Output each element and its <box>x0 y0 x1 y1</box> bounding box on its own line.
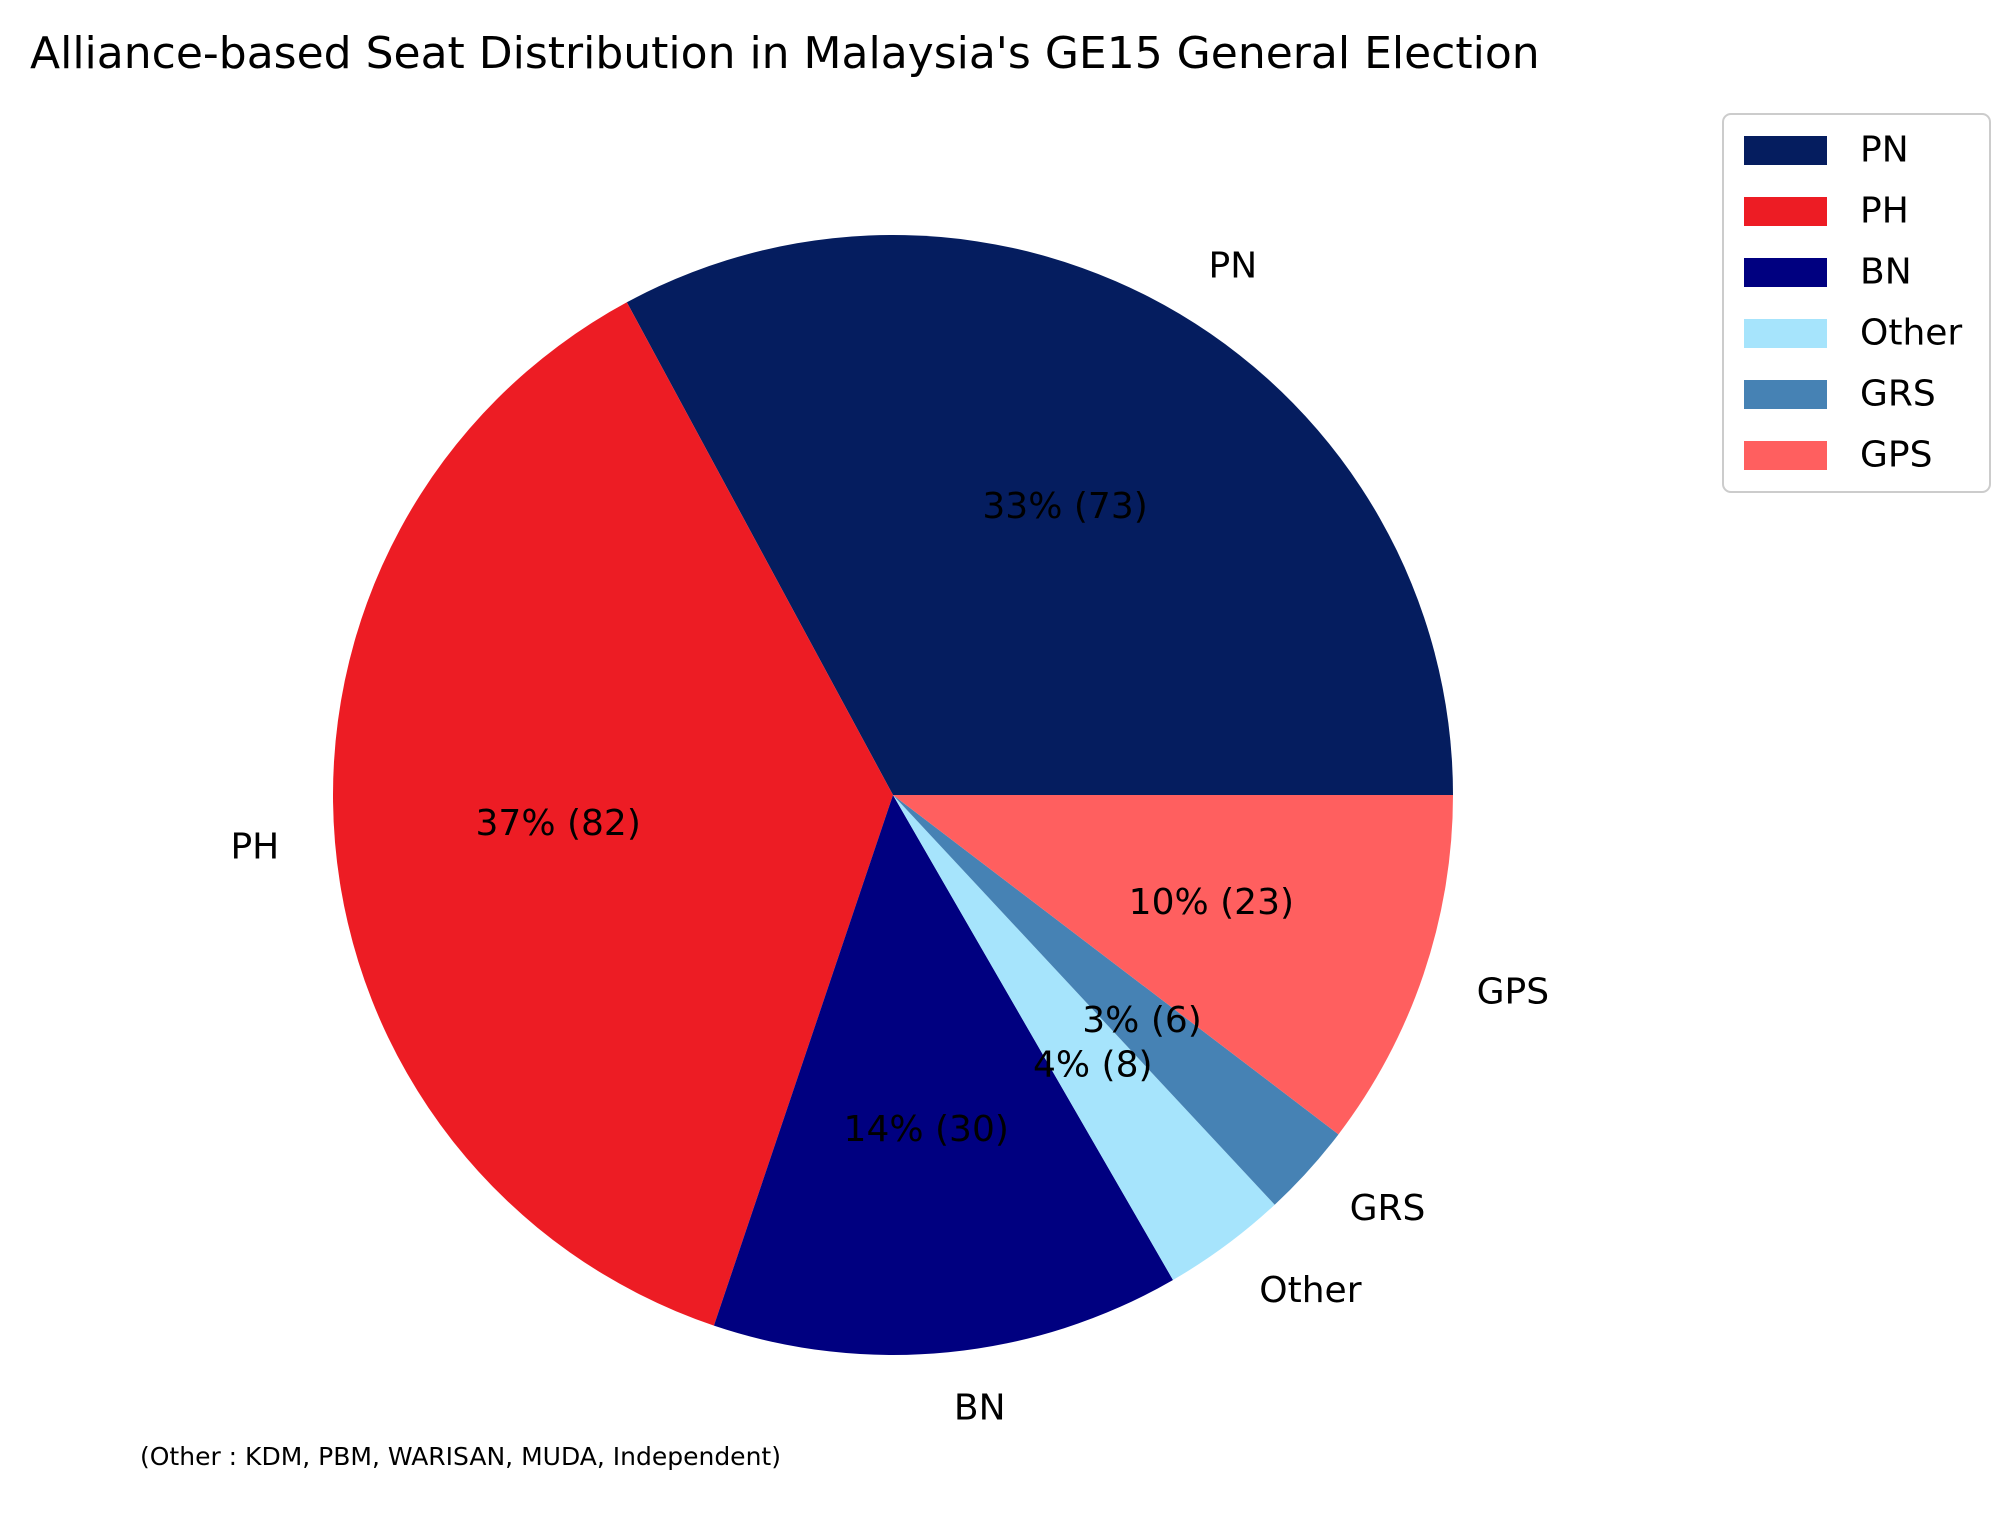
legend-swatch-gps <box>1744 441 1827 470</box>
slice-bn <box>713 795 1173 1355</box>
slice-label-bn: BN <box>954 1387 1006 1428</box>
legend-swatch-pn <box>1744 136 1827 165</box>
legend-label-ph: PH <box>1860 191 1909 232</box>
legend-label-bn: BN <box>1860 252 1912 293</box>
chart-title: Alliance-based Seat Distribution in Mala… <box>30 28 1540 79</box>
slice-labels: PN PH BN Other GRS GPS <box>230 245 1549 1428</box>
percent-label-gps: 10% (23) <box>1129 882 1294 923</box>
slice-other <box>893 795 1275 1280</box>
legend: PN PH BN Other GRS GPS <box>1722 113 1991 493</box>
footnote: (Other : KDM, PBM, WARISAN, MUDA, Indepe… <box>140 1442 781 1471</box>
legend-label-grs: GRS <box>1860 374 1936 415</box>
slice-pn <box>626 234 1453 795</box>
pie-slices <box>332 234 1453 1355</box>
legend-swatch-other <box>1744 319 1827 348</box>
slice-grs <box>893 795 1339 1205</box>
legend-swatch-bn <box>1744 258 1827 287</box>
legend-label-pn: PN <box>1860 130 1909 171</box>
percent-labels: 33% (73) 37% (82) 14% (30) 4% (8)3% (6) 10% … <box>476 486 1295 1150</box>
legend-swatch-grs <box>1744 380 1827 409</box>
slice-label-ph: PH <box>230 827 279 868</box>
percent-label-pn: 33% (73) <box>982 486 1147 527</box>
slice-ph <box>332 302 893 1326</box>
percent-label-bn: 14% (30) <box>844 1109 1009 1150</box>
percent-label-other: 4% (8) <box>1033 1045 1153 1086</box>
legend-label-other: Other <box>1860 313 1962 354</box>
legend-frame <box>1722 113 1991 493</box>
slice-label-other: Other <box>1259 1270 1361 1311</box>
legend-label-gps: GPS <box>1860 435 1932 476</box>
percent-label-ph: 37% (82) <box>476 803 641 844</box>
legend-swatch-ph <box>1744 197 1827 226</box>
slice-label-gps: GPS <box>1477 971 1549 1012</box>
slice-label-grs: GRS <box>1350 1188 1426 1229</box>
slice-gps <box>893 795 1453 1135</box>
slice-label-pn: PN <box>1209 245 1258 286</box>
percent-label-grs: 3% (6) <box>1082 1000 1202 1041</box>
